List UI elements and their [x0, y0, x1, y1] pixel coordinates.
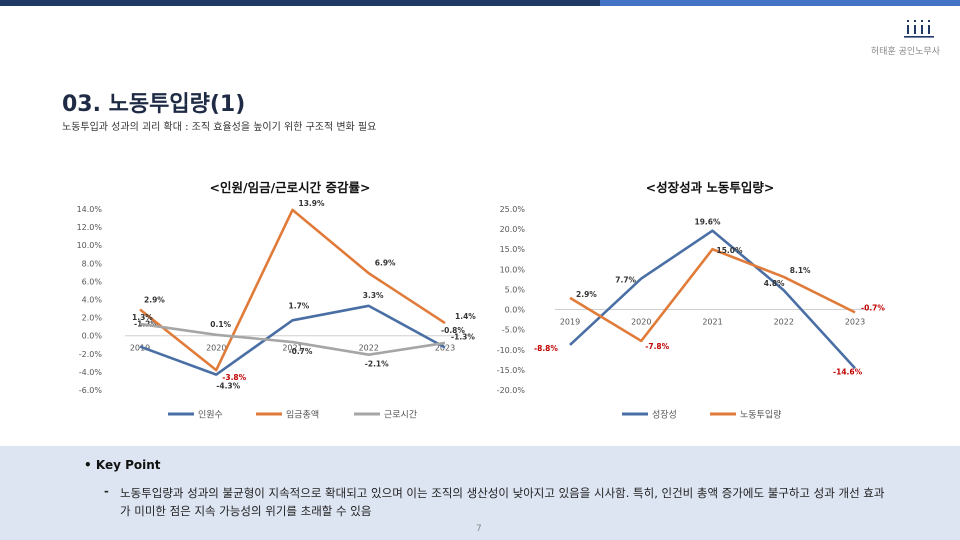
x-tick-label: 2022	[774, 318, 794, 327]
top-accent-bar	[0, 0, 960, 6]
data-label: 19.6%	[695, 218, 722, 227]
series-line-인원수	[139, 304, 446, 376]
y-tick-label: 12.0%	[77, 223, 103, 232]
legend-label: 노동투입량	[740, 409, 781, 421]
data-label: 15.0%	[717, 246, 744, 255]
series-line-근로시간	[139, 322, 446, 357]
data-label: -3.8%	[222, 373, 246, 382]
legend-label: 인원수	[198, 410, 223, 421]
data-label: 2.9%	[576, 290, 597, 299]
series-line-성장성	[569, 229, 856, 370]
y-tick-label: 2.0%	[82, 314, 103, 323]
company-name: 허태훈 공인노무사	[870, 47, 940, 57]
key-point-text: 노동투입량과 성과의 불균형이 지속적으로 확대되고 있으며 이는 조직의 생산…	[120, 486, 885, 518]
company-logo-icon	[904, 20, 934, 38]
data-label: 4.8%	[764, 279, 785, 288]
y-tick-label: 0.0%	[82, 332, 103, 341]
y-tick-label: -2.0%	[79, 350, 103, 359]
key-point-dash: -	[104, 484, 109, 498]
data-label: 6.9%	[375, 258, 396, 267]
page-title: 03. 노동투입량(1)	[62, 92, 246, 117]
x-tick-label: 2023	[845, 318, 865, 327]
chart2-title: <성장성과 노동투입량>	[645, 180, 775, 195]
y-tick-label: -10.0%	[497, 346, 526, 355]
data-label: 1.3%	[132, 313, 153, 322]
data-label: 3.3%	[363, 291, 384, 300]
chart1-title: <인원/임금/근로시간 증감률>	[209, 180, 371, 195]
y-tick-label: 0.0%	[505, 306, 526, 315]
key-point-title: • Key Point	[84, 458, 161, 472]
x-tick-label: 2021	[702, 318, 722, 327]
data-label: -1.3%	[451, 332, 475, 341]
page-number: 7	[476, 524, 482, 534]
series-line-임금총액	[139, 208, 446, 372]
data-label: 13.9%	[299, 199, 326, 208]
y-tick-label: 6.0%	[82, 277, 103, 286]
x-tick-label: 2020	[206, 344, 226, 353]
series-line-노동투입량	[569, 247, 856, 343]
key-point-box	[0, 446, 960, 540]
legend-label: 근로시간	[384, 410, 417, 421]
x-tick-label: 2019	[130, 344, 150, 353]
data-label: -8.8%	[534, 344, 558, 353]
x-tick-label: 2023	[435, 344, 455, 353]
data-label: 7.7%	[615, 276, 636, 285]
top-bar-light	[600, 0, 960, 6]
data-label: -0.7%	[289, 347, 313, 356]
y-tick-label: 10.0%	[500, 265, 526, 274]
legend-label: 임금총액	[286, 409, 319, 421]
x-tick-label: 2021	[282, 344, 302, 353]
key-point-title-text: Key Point	[95, 458, 161, 472]
data-label: 1.4%	[455, 312, 476, 321]
page-subtitle: 노동투입과 성과의 괴리 확대 : 조직 효율성을 높이기 위한 구조적 변화 …	[62, 122, 377, 133]
x-tick-label: 2022	[359, 344, 379, 353]
y-tick-label: 20.0%	[500, 225, 526, 234]
y-tick-label: -20.0%	[497, 386, 526, 395]
data-label: -7.8%	[645, 342, 669, 351]
y-tick-label: -4.0%	[79, 368, 103, 377]
data-label: 0.1%	[210, 320, 231, 329]
y-tick-label: 14.0%	[77, 205, 103, 214]
y-tick-label: 4.0%	[82, 296, 103, 305]
top-bar-dark	[0, 0, 600, 6]
y-tick-label: -6.0%	[79, 386, 103, 395]
y-tick-label: 15.0%	[500, 245, 526, 254]
data-label: -4.3%	[216, 382, 240, 391]
y-tick-label: -15.0%	[497, 366, 526, 375]
x-tick-label: 2019	[560, 318, 580, 327]
data-label: 1.7%	[289, 301, 310, 310]
legend-label: 성장성	[652, 410, 677, 421]
data-label: -0.7%	[861, 303, 885, 312]
y-tick-label: 8.0%	[82, 259, 103, 268]
y-tick-label: -5.0%	[502, 326, 526, 335]
data-label: 2.9%	[144, 295, 165, 304]
x-tick-label: 2020	[631, 318, 651, 327]
data-label: -2.1%	[365, 360, 389, 369]
data-label: 8.1%	[790, 266, 811, 275]
y-tick-label: 25.0%	[500, 205, 526, 214]
y-tick-label: 10.0%	[77, 241, 103, 250]
data-label: -14.6%	[833, 367, 863, 376]
y-tick-label: 5.0%	[505, 285, 526, 294]
data-label: -0.8%	[441, 326, 465, 335]
